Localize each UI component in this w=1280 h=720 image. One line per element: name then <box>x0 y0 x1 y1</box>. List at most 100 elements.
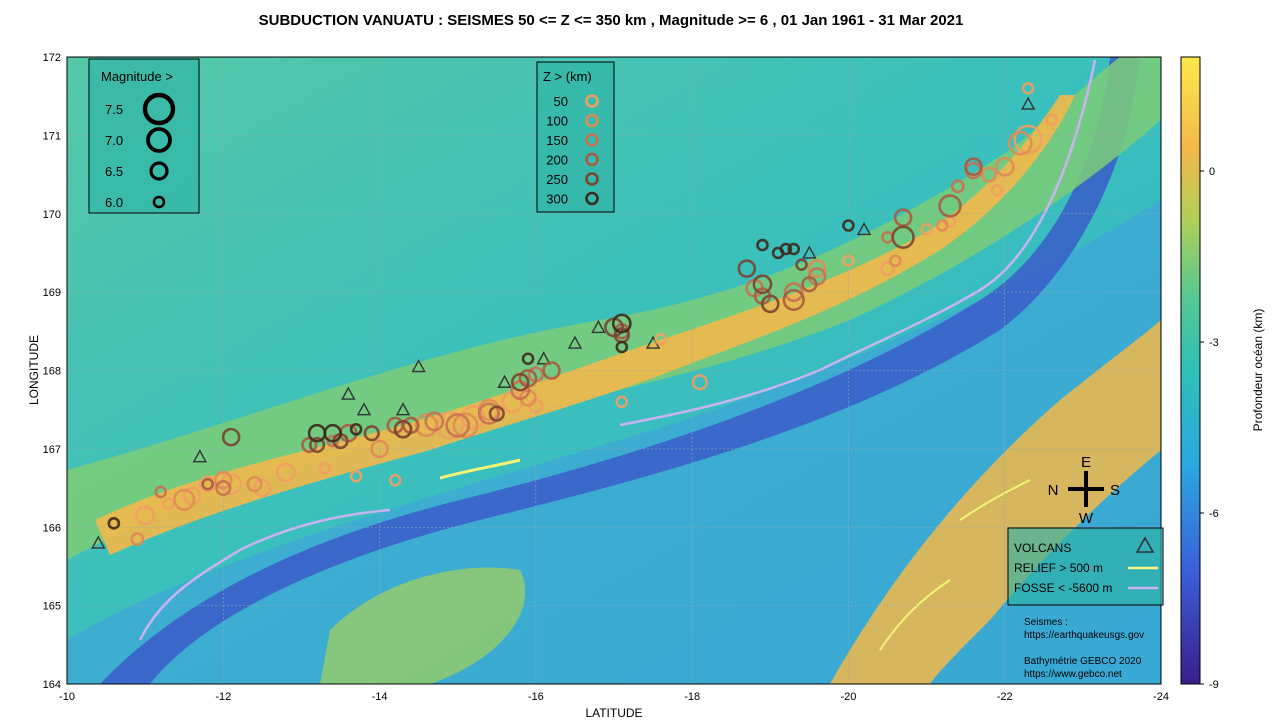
earthquake-marker <box>980 166 998 183</box>
earthquake-marker <box>756 238 769 252</box>
depth-legend-symbol <box>585 191 599 206</box>
earthquake-marker <box>220 473 243 496</box>
earthquake-marker <box>615 340 629 354</box>
earthquake-marker <box>445 413 471 438</box>
volcano-marker <box>411 359 426 373</box>
earthquake-marker <box>787 242 801 256</box>
earthquake-marker <box>424 411 445 432</box>
volcano-marker <box>591 319 606 334</box>
earthquake-marker <box>215 479 232 497</box>
magnitude-legend-label: 6.5 <box>105 164 123 179</box>
volcano-marker <box>536 351 551 365</box>
magnitude-legend-title: Magnitude > <box>101 69 173 84</box>
colorbar: 0 -3 -6 -9 Profondeur océan (km) <box>1180 56 1265 691</box>
depth-legend-label: 300 <box>546 192 568 207</box>
colorbar-gradient <box>1180 56 1201 685</box>
depth-legend-symbol <box>585 133 599 147</box>
plot-frame <box>66 56 1162 685</box>
depth-legend-title: Z > (km) <box>543 69 592 84</box>
feature-legend: VOLCANS RELIEF > 500 m FOSSE < -5600 m <box>1007 527 1164 606</box>
earthquake-marker <box>935 219 949 232</box>
earthquake-marker <box>1021 82 1035 95</box>
compass-e-label: E <box>1081 454 1091 471</box>
magnitude-legend-symbol <box>142 92 176 126</box>
depth-legend-symbol <box>585 113 599 128</box>
earthquake-marker <box>842 219 855 232</box>
magnitude-legend-label: 6.0 <box>105 195 123 210</box>
earthquake-marker <box>370 439 389 459</box>
fosse-legend-label: FOSSE < -5600 m <box>1014 581 1112 595</box>
earthquake-marker <box>938 194 962 218</box>
y-tick-label: 172 <box>43 52 61 64</box>
earthquake-marker <box>801 276 818 293</box>
earthquake-marker <box>221 427 241 447</box>
x-tick-label: -24 <box>1153 691 1169 703</box>
volcano-marker <box>395 402 411 416</box>
earthquake-marker <box>654 332 668 346</box>
seismes-credit-url: https://earthquakeusgs.gov <box>1024 630 1144 641</box>
volcano-marker <box>567 335 583 349</box>
y-tick-label: 164 <box>43 679 61 691</box>
magnitude-legend-symbol <box>149 161 169 181</box>
x-tick-label: -12 <box>215 691 231 703</box>
earthquake-marker <box>795 258 808 271</box>
feature-legend-box <box>1007 527 1164 606</box>
earthquake-marker <box>611 313 632 334</box>
depth-legend-symbol <box>585 94 599 108</box>
volcano-marker <box>497 374 512 388</box>
earthquake-marker <box>154 485 168 499</box>
earthquake-marker <box>737 259 757 278</box>
y-tick-label: 165 <box>43 601 61 613</box>
y-tick-label: 167 <box>43 444 61 456</box>
earthquake-marker <box>889 254 902 268</box>
earthquake-marker <box>1045 113 1058 126</box>
earthquake-marker <box>275 462 296 483</box>
earthquake-marker <box>807 259 827 278</box>
volcans-legend-label: VOLCANS <box>1014 541 1071 555</box>
earthquake-marker <box>201 477 214 491</box>
magnitude-legend-label: 7.0 <box>105 133 123 148</box>
magnitude-legend-symbol <box>146 127 172 153</box>
magnitude-legend-symbol <box>152 195 166 209</box>
y-tick-label: 170 <box>43 209 61 221</box>
earthquake-marker <box>388 473 402 487</box>
earthquake-marker <box>760 294 780 314</box>
compass-rose: E W N S <box>1048 454 1120 527</box>
earthquake-marker <box>213 470 233 490</box>
volcano-marker <box>1020 96 1036 110</box>
y-tick-label: 168 <box>43 366 61 378</box>
depth-legend-label: 250 <box>546 172 568 187</box>
x-tick-label: -16 <box>528 691 544 703</box>
x-tick-label: -14 <box>372 691 388 703</box>
volcano-marker <box>192 449 208 463</box>
x-axis-title: LATITUDE <box>585 706 642 720</box>
y-axis-ticks: 164 165 166 167 168 169 170 171 172 <box>43 52 61 691</box>
earthquake-marker <box>349 470 363 483</box>
depth-legend-label: 100 <box>546 114 568 129</box>
volcano-marker <box>91 535 106 549</box>
depth-legend-label: 50 <box>554 94 568 109</box>
x-tick-label: -22 <box>997 691 1013 703</box>
volcano-marker <box>802 245 817 259</box>
colorbar-tick-label: -9 <box>1209 679 1219 691</box>
earthquake-marker <box>349 422 363 436</box>
volcano-marker <box>341 386 356 400</box>
earthquake-marker <box>253 478 272 498</box>
x-tick-label: -18 <box>684 691 700 703</box>
depth-legend-box <box>536 61 615 213</box>
colorbar-tick-label: 0 <box>1209 166 1215 178</box>
earthquake-marker <box>994 156 1015 177</box>
depth-legend-label: 200 <box>546 153 568 168</box>
y-tick-label: 171 <box>43 130 61 142</box>
relief-legend-label: RELIEF > 500 m <box>1014 561 1103 575</box>
compass-n-label: N <box>1048 482 1059 499</box>
volcano-marker <box>356 402 372 416</box>
earthquake-marker <box>842 254 855 268</box>
volcano-marker <box>856 221 872 236</box>
earthquake-marker <box>950 179 965 194</box>
x-tick-label: -10 <box>59 691 75 703</box>
colorbar-title: Profondeur océan (km) <box>1251 309 1265 432</box>
earthquake-marker <box>452 412 479 439</box>
compass-s-label: S <box>1110 482 1120 499</box>
volcano-legend-icon <box>1135 536 1155 553</box>
